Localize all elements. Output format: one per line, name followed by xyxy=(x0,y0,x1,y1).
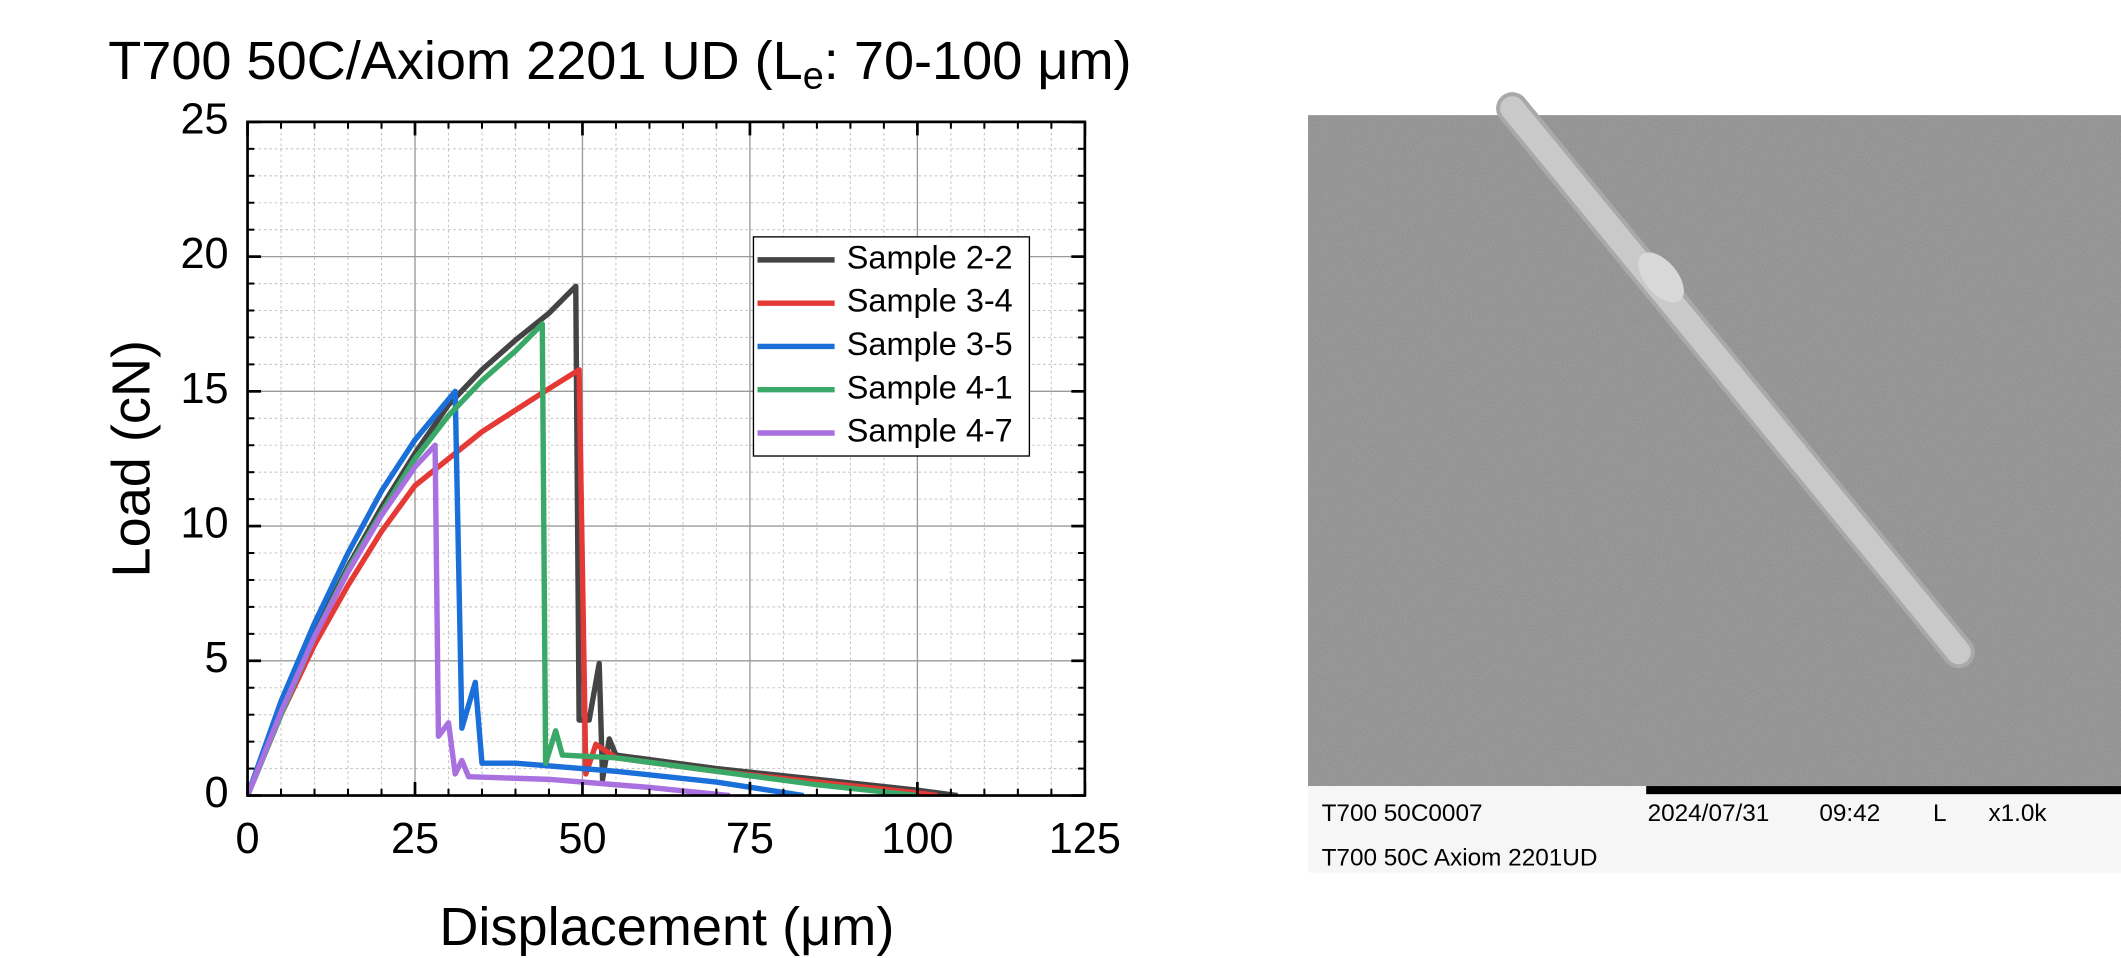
sem-image-panel: T700 50C0007 2024/07/31 09:42 L x1.0k T7… xyxy=(1308,92,2121,873)
scale-bar xyxy=(1646,786,2121,795)
title-subscript: e xyxy=(803,56,824,98)
legend-label: Sample 4-1 xyxy=(847,369,1013,405)
sem-time: 09:42 xyxy=(1819,800,1880,827)
legend-label: Sample 3-4 xyxy=(847,283,1013,319)
x-tick-label: 25 xyxy=(391,815,439,863)
plot-frame xyxy=(246,120,1087,797)
y-tick-label: 20 xyxy=(180,230,228,278)
y-tick-label: 25 xyxy=(180,95,228,143)
x-tick-label: 125 xyxy=(1049,815,1121,863)
sem-caption-bar xyxy=(1308,786,2121,873)
sem-magnification: x1.0k xyxy=(1988,800,2047,827)
y-tick-label: 5 xyxy=(205,634,229,682)
plot-lines xyxy=(247,283,958,796)
axes: 0 25 50 75 100 125 0 5 10 15 20 25 xyxy=(180,95,1120,863)
x-tick-label: 0 xyxy=(236,815,260,863)
data-line xyxy=(247,442,731,796)
y-axis-label: Load (cN) xyxy=(102,340,162,578)
legend: Sample 2-2 Sample 3-4 Sample 3-5 Sample 4-1… xyxy=(752,236,1031,457)
sem-texture xyxy=(1308,115,2121,787)
title-text: T700 50C/Axiom 2201 UD (L xyxy=(108,31,803,91)
x-tick-label: 100 xyxy=(881,815,953,863)
title-text: : 70-100 μm) xyxy=(824,31,1132,91)
legend-label: Sample 4-7 xyxy=(847,413,1013,449)
fiber-residue xyxy=(1638,252,1684,303)
legend-label: Sample 2-2 xyxy=(847,239,1013,275)
x-axis-label: Displacement (μm) xyxy=(439,897,894,957)
x-tick-label: 75 xyxy=(726,815,774,863)
sem-date: 2024/07/31 xyxy=(1648,800,1770,827)
sem-file-id: T700 50C0007 xyxy=(1322,800,1483,827)
legend-label: Sample 3-5 xyxy=(847,326,1013,362)
sem-sample: T700 50C Axiom 2201UD xyxy=(1322,845,1598,872)
y-tick-label: 0 xyxy=(205,769,229,817)
x-tick-label: 50 xyxy=(558,815,606,863)
fiber xyxy=(1500,96,1971,665)
grid xyxy=(246,121,1086,797)
y-tick-label: 15 xyxy=(180,365,228,413)
chart-title: T700 50C/Axiom 2201 UD (Le: 70-100 μm) xyxy=(108,31,1131,97)
data-line xyxy=(247,388,804,796)
sem-mode: L xyxy=(1933,800,1947,827)
y-tick-label: 10 xyxy=(180,500,228,548)
